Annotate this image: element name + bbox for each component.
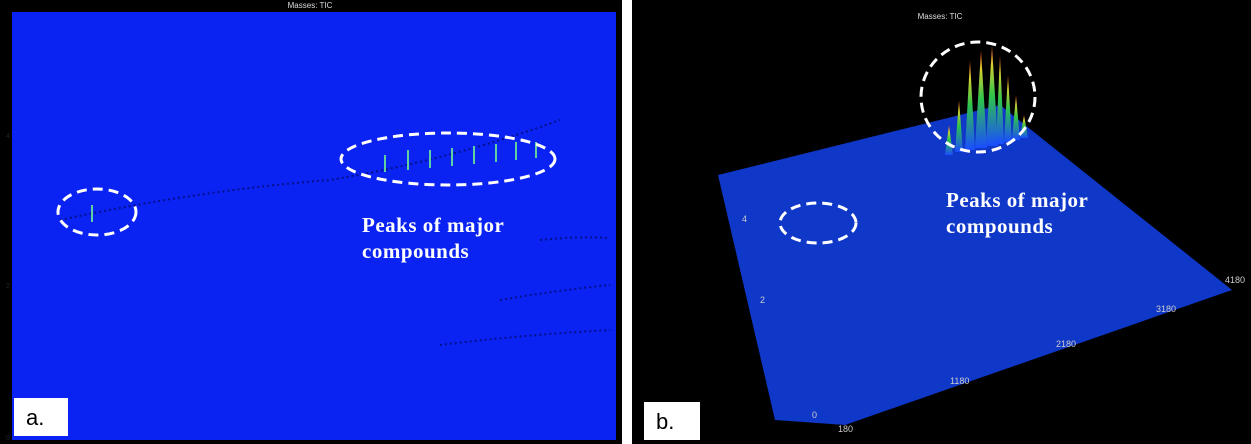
x-tick-label: 2180	[1056, 339, 1076, 349]
y-tick-label: 0	[812, 410, 817, 420]
panel-label: a.	[26, 405, 44, 430]
panel-label: b.	[656, 409, 674, 434]
panel-a: Masses: TIC 4 2 0 Peaks of major compoun…	[0, 0, 622, 444]
annotation: compounds	[362, 239, 469, 263]
plot-area	[12, 12, 616, 440]
panel-title: Masses: TIC	[918, 12, 963, 21]
y-tick-label: 0	[6, 435, 10, 442]
figure: Masses: TIC 4 2 0 Peaks of major compoun…	[0, 0, 1251, 444]
y-tick-label: 4	[742, 214, 747, 224]
x-tick-label: 180	[838, 424, 853, 434]
panel-title: Masses: TIC	[288, 1, 333, 10]
y-tick-label: 2	[760, 295, 765, 305]
annotation: Peaks of major	[362, 213, 504, 237]
x-tick-label: 4180	[1225, 275, 1245, 285]
y-tick-label: 2	[6, 283, 10, 290]
annotation: Peaks of major	[946, 188, 1088, 212]
x-tick-label: 1180	[950, 376, 969, 386]
annotation: compounds	[946, 214, 1053, 238]
panel-b: Masses: TIC Peaks of major compounds 4 2…	[632, 0, 1251, 444]
y-tick-label: 4	[6, 133, 10, 140]
x-tick-label: 3180	[1156, 304, 1176, 314]
